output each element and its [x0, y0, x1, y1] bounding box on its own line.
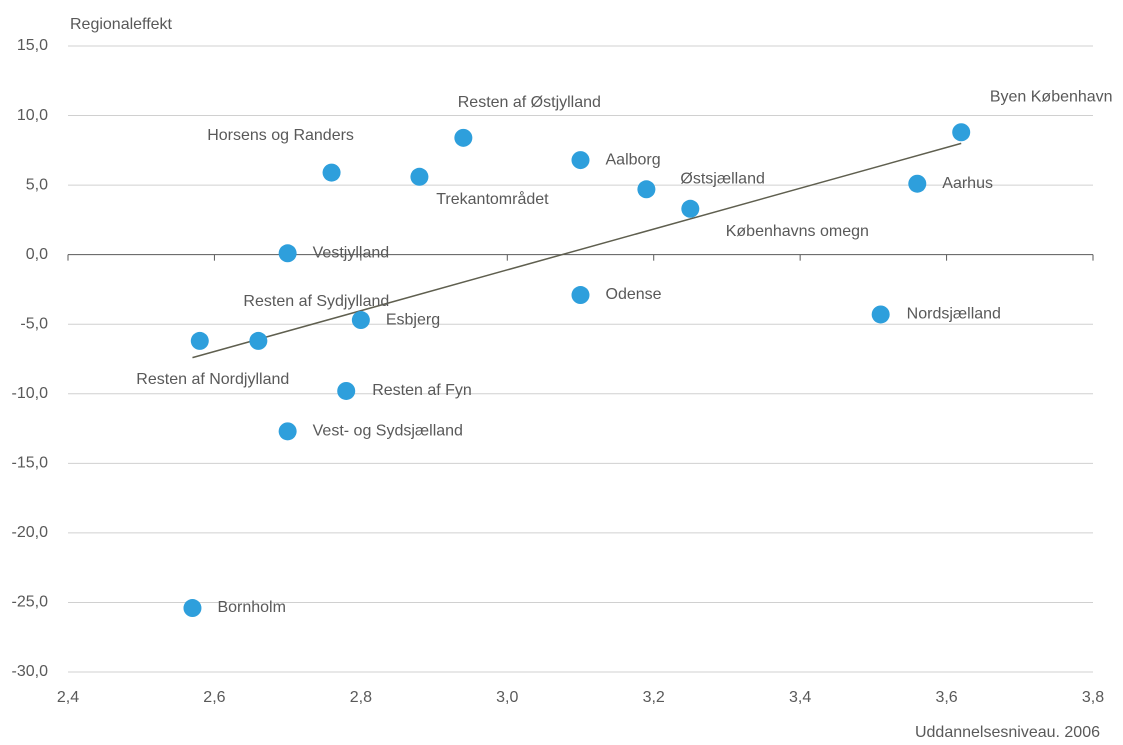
y-tick-label: 10,0 — [17, 107, 48, 124]
point — [249, 331, 268, 350]
x-tick-label: 2,4 — [57, 689, 79, 706]
y-tick-label: 0,0 — [26, 246, 48, 263]
point-label: Resten af Østjylland — [458, 94, 601, 111]
y-tick-label: 15,0 — [17, 37, 48, 54]
x-tick-label: 3,2 — [643, 689, 665, 706]
point-label: Bornholm — [217, 599, 285, 616]
x-tick-label: 3,6 — [935, 689, 957, 706]
point — [637, 180, 656, 199]
point-label: Odense — [606, 286, 662, 303]
point-label: Resten af Sydjylland — [243, 293, 389, 310]
y-tick-label: -10,0 — [12, 385, 49, 402]
point — [908, 174, 927, 193]
y-tick-label: 5,0 — [26, 176, 48, 193]
point-label: Trekantområdet — [436, 190, 549, 208]
point-label: Aalborg — [606, 151, 661, 168]
point — [681, 199, 700, 218]
point — [871, 305, 890, 324]
x-tick-label: 2,8 — [350, 689, 372, 706]
point-label: Vest- og Sydsjælland — [313, 423, 463, 440]
point — [454, 128, 473, 147]
y-axis-title: Regionaleffekt — [70, 16, 173, 33]
y-tick-label: -25,0 — [12, 594, 49, 611]
point-label: Resten af Nordjylland — [136, 371, 289, 388]
y-tick-label: -20,0 — [12, 524, 49, 541]
point — [278, 244, 297, 263]
point — [337, 381, 356, 400]
point-label: Esbjerg — [386, 311, 440, 328]
trend-line — [192, 142, 962, 359]
y-tick-label: -5,0 — [20, 315, 48, 332]
point-label: Nordsjælland — [907, 306, 1001, 323]
x-tick-label: 2,6 — [203, 689, 225, 706]
x-axis-title: Uddannelsesniveau. 2006 — [915, 724, 1100, 741]
point — [322, 163, 341, 182]
x-tick-label: 3,8 — [1082, 689, 1104, 706]
point-label: Vestjylland — [313, 244, 390, 261]
y-tick-label: -30,0 — [12, 663, 49, 680]
point — [410, 167, 429, 186]
point-label: Byen København — [990, 88, 1113, 105]
point — [190, 331, 209, 350]
point-label: Østsjælland — [680, 171, 764, 188]
point — [571, 151, 590, 170]
point-label: Aarhus — [942, 175, 993, 192]
point-label: Københavns omegn — [726, 223, 869, 240]
point — [183, 599, 202, 618]
point — [571, 286, 590, 305]
x-tick-label: 3,4 — [789, 689, 811, 706]
point-label: Resten af Fyn — [372, 382, 472, 399]
point — [351, 311, 370, 330]
point — [952, 123, 971, 142]
point — [278, 422, 297, 441]
y-tick-label: -15,0 — [12, 455, 49, 472]
x-tick-label: 3,0 — [496, 689, 518, 706]
point-label: Horsens og Randers — [207, 127, 354, 144]
